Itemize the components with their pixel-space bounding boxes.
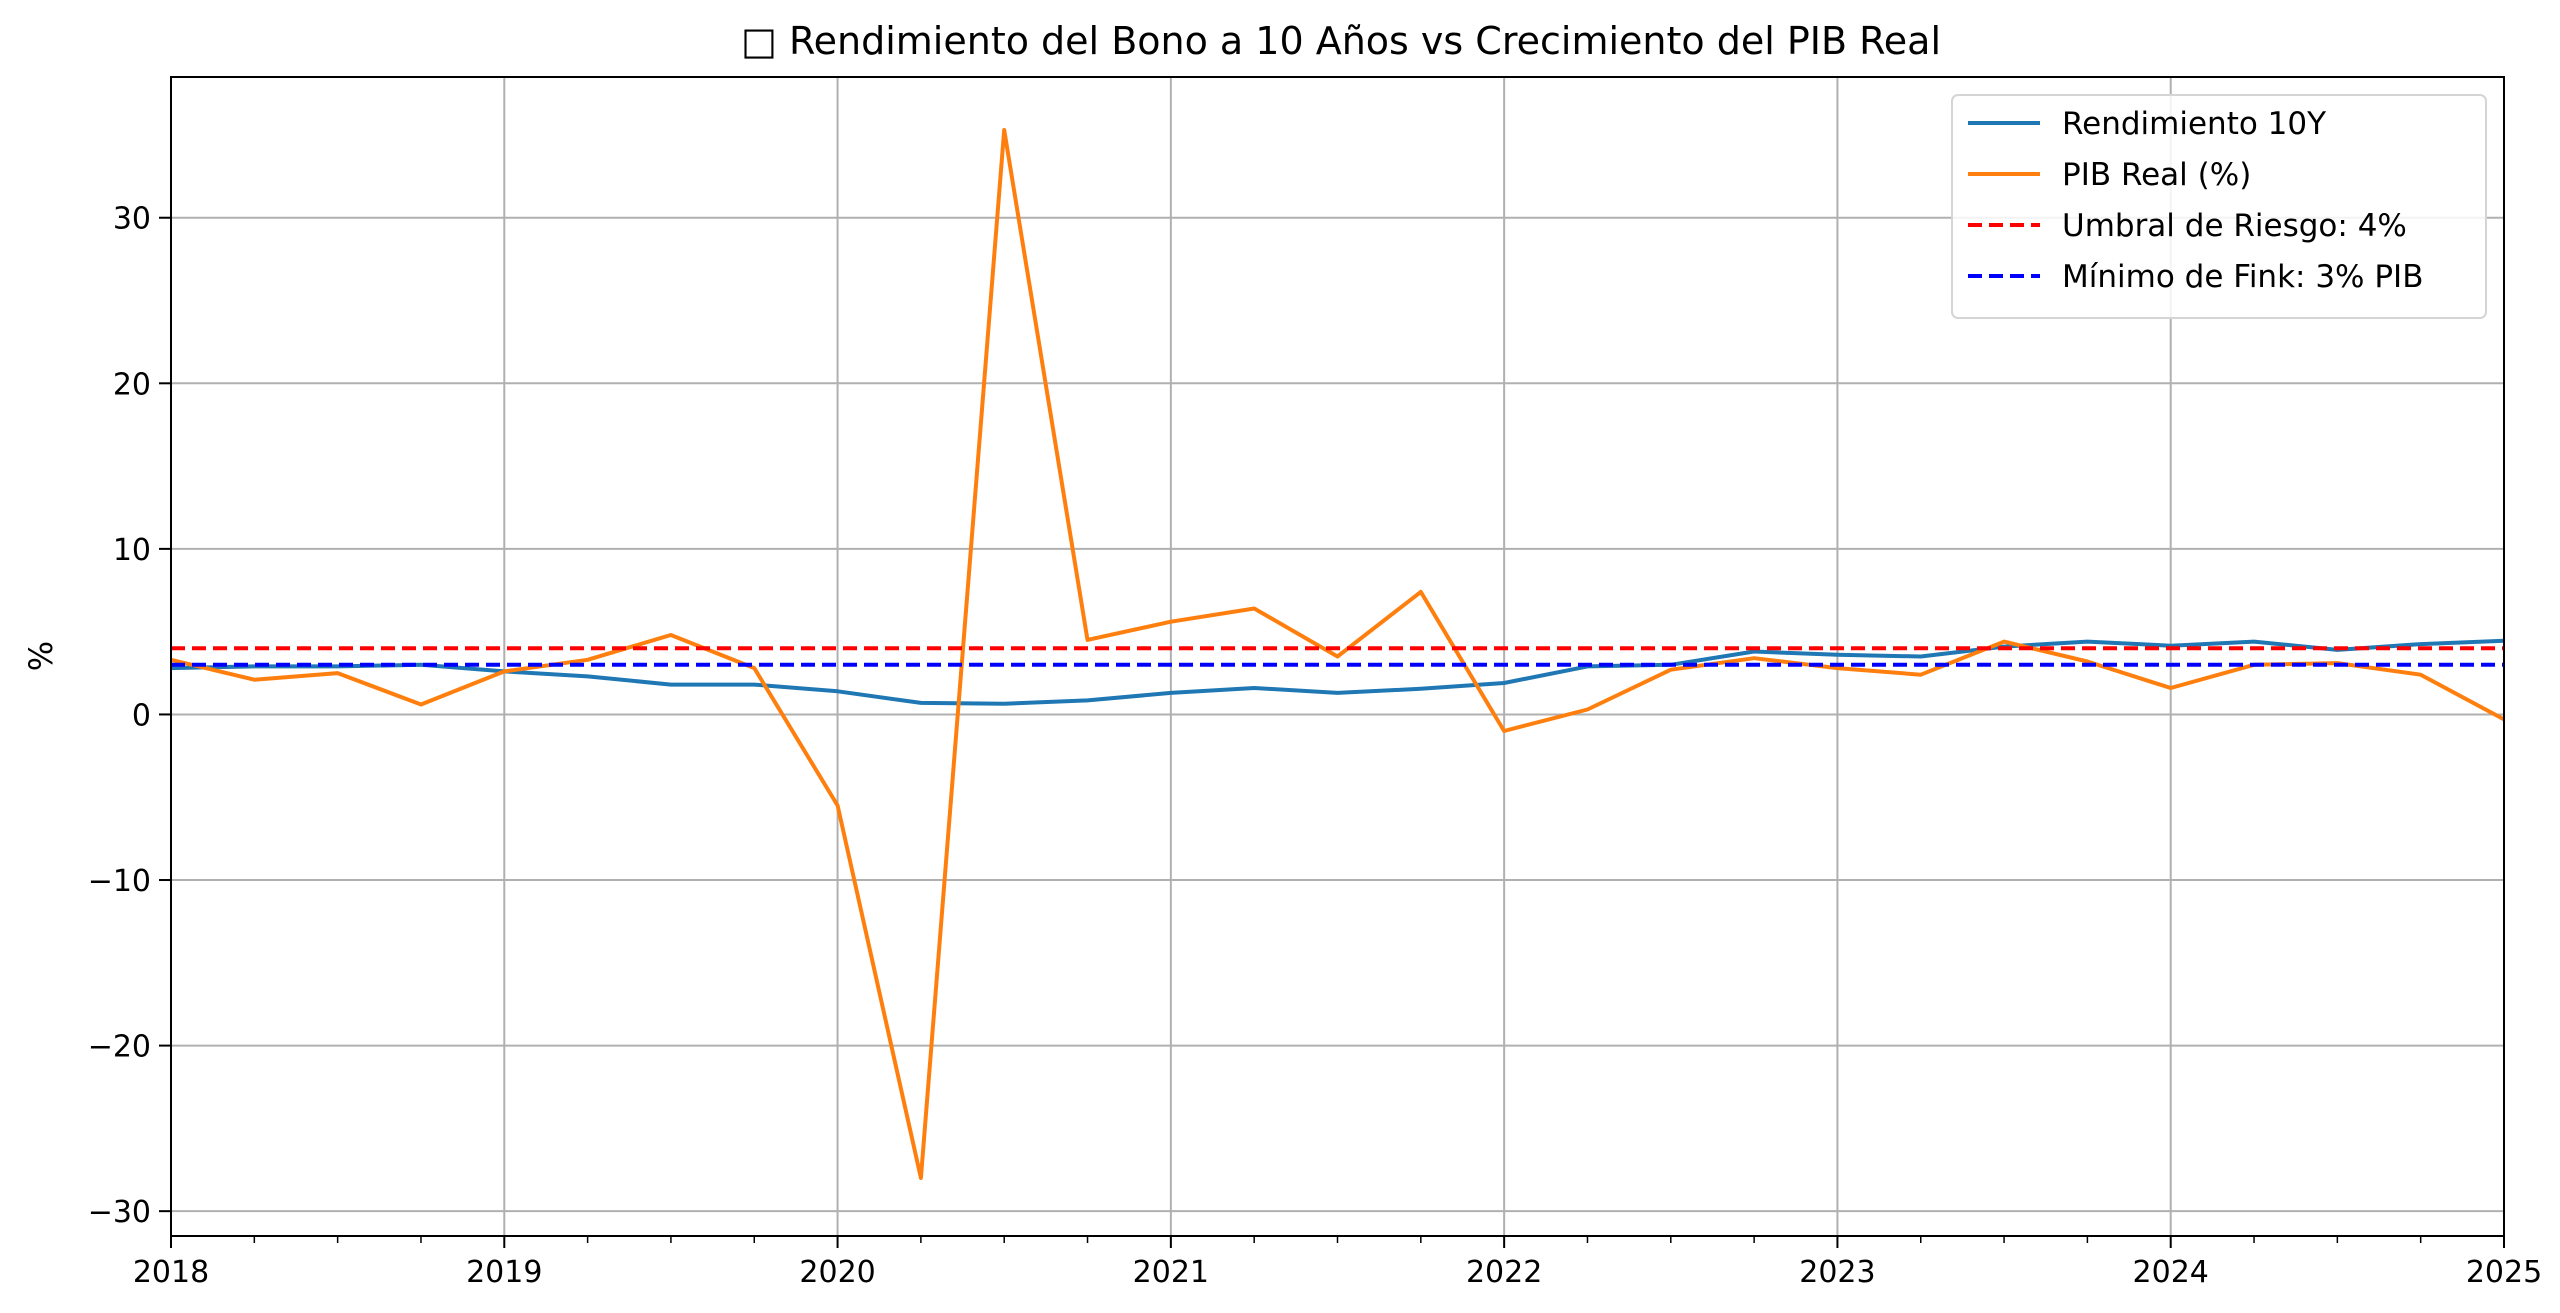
y-tick-label: 20 [113, 367, 151, 402]
x-tick-label: 2020 [799, 1255, 875, 1290]
x-axis-ticks: 2018 2019 2020 2021 2022 2023 2024 2025 [133, 1236, 2542, 1290]
y-axis-label: % [22, 641, 60, 671]
legend-label: Rendimiento 10Y [2062, 106, 2326, 142]
legend-box [1951, 94, 2487, 319]
y-tick-label: 10 [113, 533, 151, 568]
y-axis-ticks: −30 −20 −10 0 10 20 30 [88, 202, 171, 1230]
legend-label: Umbral de Riesgo: 4% [2062, 208, 2407, 244]
x-tick-label: 2025 [2466, 1255, 2542, 1290]
y-tick-label: −10 [88, 864, 151, 899]
chart-title: □ Rendimiento del Bono a 10 Años vs Crec… [741, 19, 1941, 63]
x-tick-label: 2024 [2133, 1255, 2209, 1290]
y-tick-label: −30 [88, 1195, 151, 1230]
legend-label: PIB Real (%) [2062, 157, 2251, 193]
x-tick-label: 2022 [1466, 1255, 1542, 1290]
y-tick-label: 0 [132, 698, 151, 733]
legend: Rendimiento 10Y PIB Real (%) Umbral de Rie… [1951, 94, 2487, 319]
y-tick-label: −20 [88, 1030, 151, 1065]
x-tick-label: 2021 [1133, 1255, 1209, 1290]
x-tick-label: 2018 [133, 1255, 209, 1290]
series-lines [170, 128, 2505, 1180]
x-tick-label: 2019 [466, 1255, 542, 1290]
legend-label: Mínimo de Fink: 3% PIB [2062, 259, 2423, 295]
x-tick-label: 2023 [1799, 1255, 1875, 1290]
y-tick-label: 30 [113, 202, 151, 237]
series-line-1 [170, 638, 2505, 706]
